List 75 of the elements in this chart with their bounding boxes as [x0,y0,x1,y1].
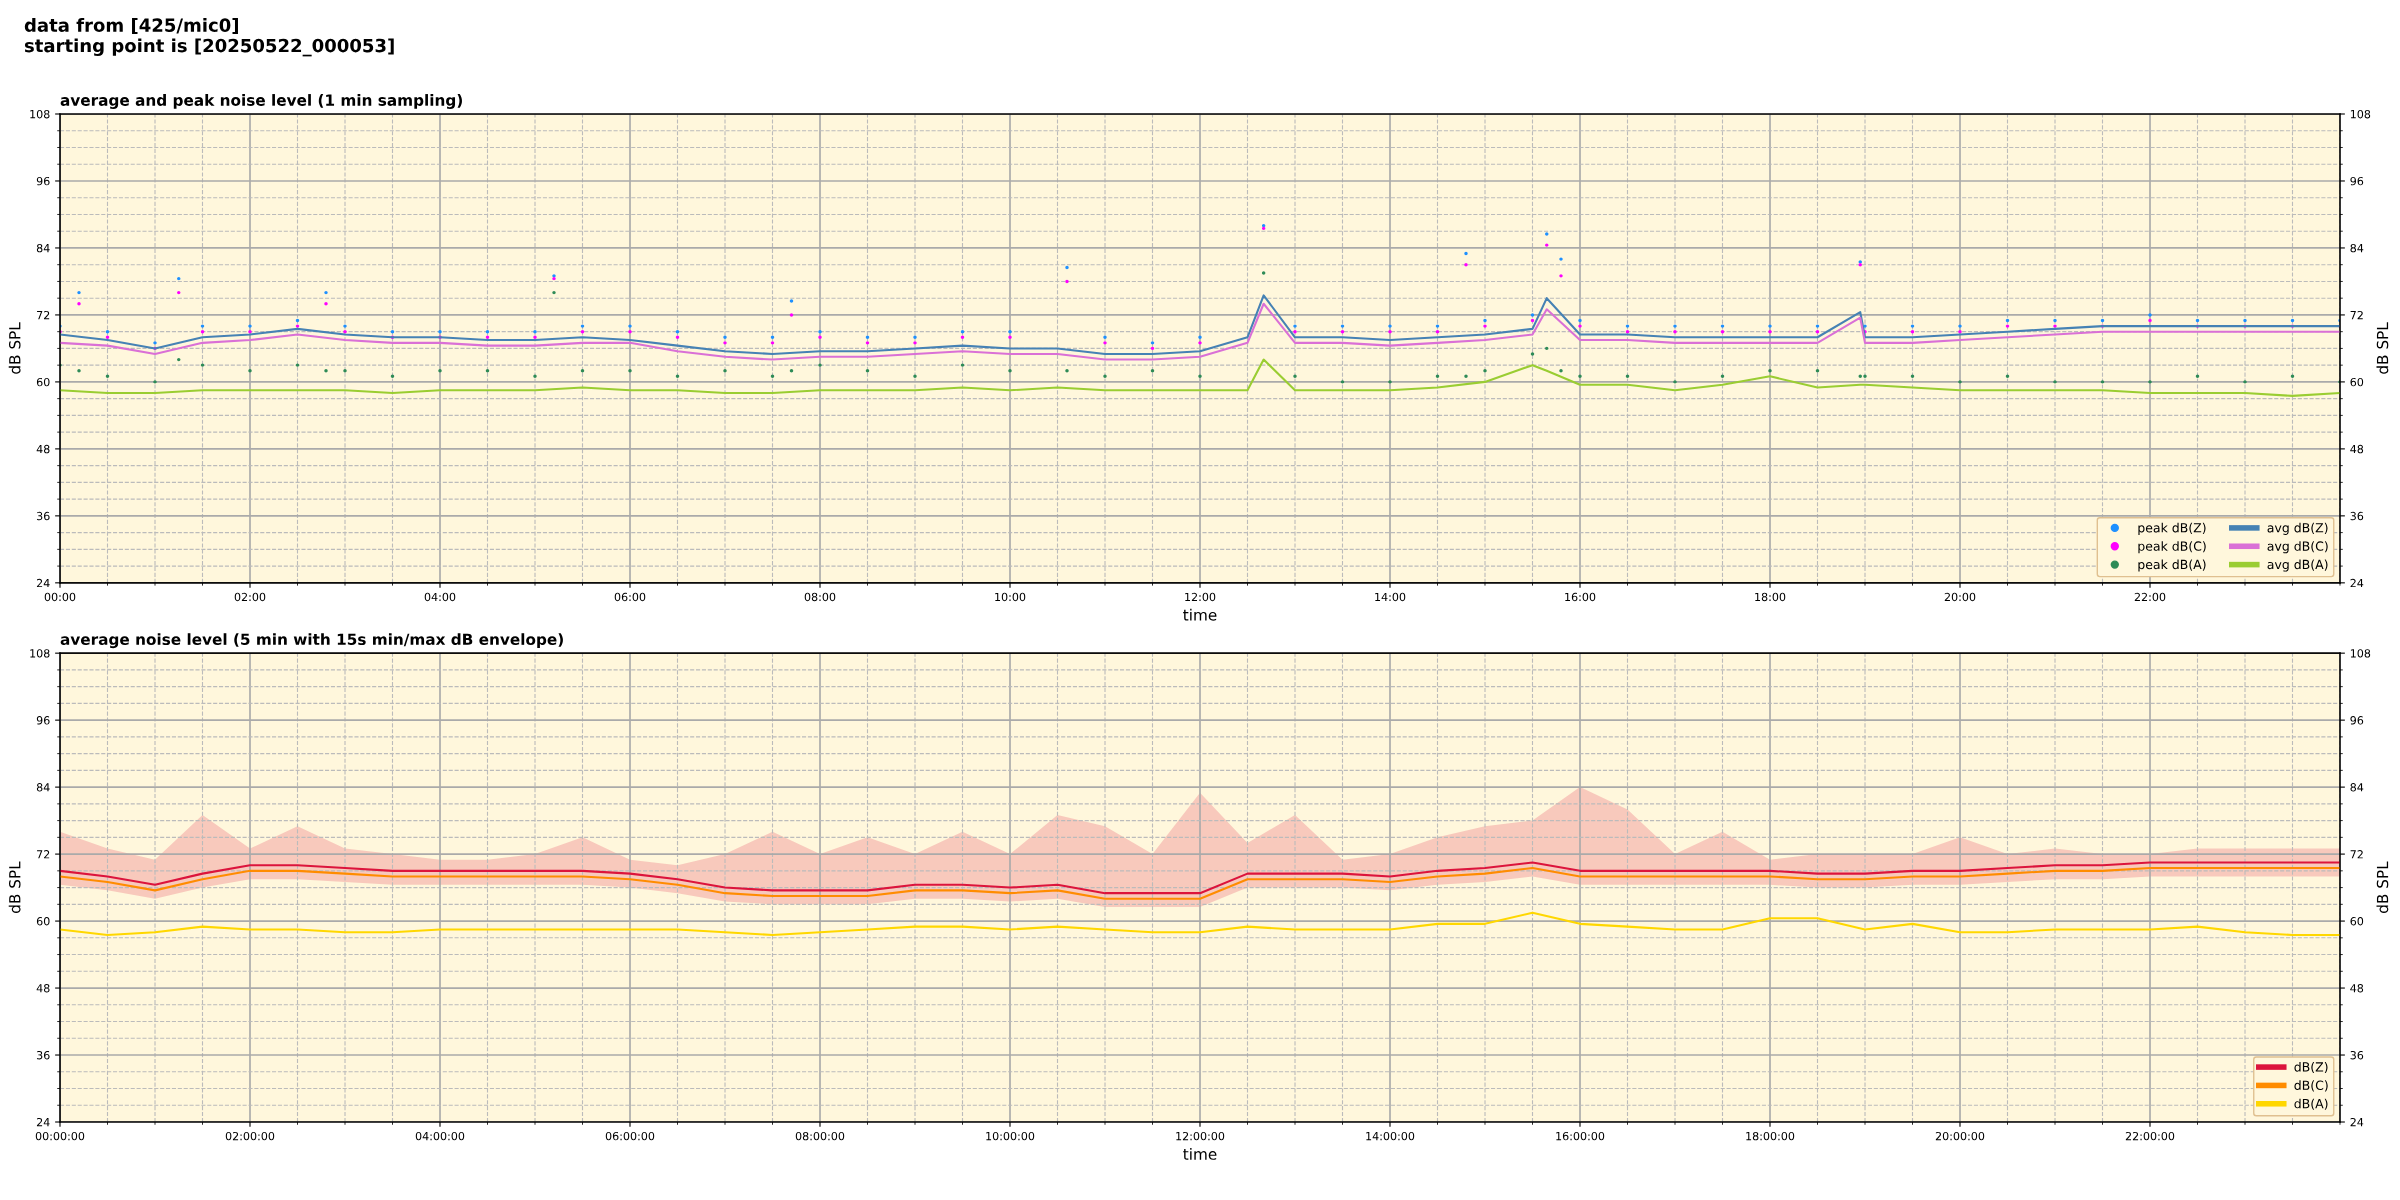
y2-tick-label: 48 [2350,984,2364,993]
y2-tick-label: 72 [2350,850,2363,859]
x-axis-title: time [1183,1148,1217,1160]
y-tick-label: 36 [36,511,50,521]
y-tick-label: 60 [36,917,50,926]
x-tick-label: 22:00 [2134,592,2166,602]
legend-label: peak dB(A) [2138,559,2206,572]
y-tick-label: 24 [36,1117,50,1127]
y-axis-title: dB SPL [8,861,21,913]
y2-tick-label: 96 [2350,176,2364,186]
x-tick-label: 06:00:00 [605,1131,655,1141]
x-tick-label: 22:00:00 [2125,1131,2175,1141]
x-tick-label: 16:00:00 [1556,1131,1605,1141]
x-tick-label: 12:00:00 [1176,1131,1225,1141]
x-tick-label: 02:00 [234,592,266,602]
y-tick-label: 96 [36,176,50,186]
y-tick-label: 48 [36,444,50,454]
y2-tick-label: 60 [2350,917,2364,926]
chart-title: average noise level (5 min with 15s min/max dB envelope) [60,633,563,649]
x-tick-label: 00:00:00 [35,1131,85,1141]
x-tick-label: 06:00 [614,592,646,602]
y-axis-title: dB SPL [8,322,21,374]
x-tick-label: 20:00:00 [1935,1131,1985,1141]
y2-tick-label: 24 [2350,1117,2364,1127]
y2-axis-title: dB SPL [2376,322,2389,374]
x-tick-label: 10:00 [995,592,1026,602]
legend-label: dB(A) [2294,1098,2328,1110]
y-tick-label: 72 [37,850,50,859]
y2-tick-label: 60 [2350,377,2364,387]
y-tick-label: 36 [36,1051,50,1060]
x-tick-label: 04:00 [424,592,456,602]
x-tick-label: 14:00:00 [1366,1131,1415,1141]
x-tick-label: 08:00 [804,592,836,602]
y2-tick-label: 84 [2350,243,2364,253]
y-tick-label: 48 [36,984,50,993]
y-tick-label: 108 [30,109,50,119]
text: data from [425/mic0] [24,18,238,35]
x-tick-label: 14:00 [1375,592,1406,602]
y2-tick-label: 36 [2350,511,2364,521]
x-tick-label: 00:00 [44,592,76,602]
y2-tick-label: 72 [2350,310,2363,320]
legend-label: avg dB(Z) [2267,522,2328,535]
y2-tick-label: 36 [2350,1051,2364,1060]
y2-tick-label: 84 [2350,783,2364,792]
x-tick-label: 18:00:00 [1746,1131,1795,1141]
legend-label: peak dB(C) [2138,541,2206,554]
y-tick-label: 72 [37,310,50,320]
y-tick-label: 96 [36,716,50,725]
y-tick-label: 24 [36,578,50,588]
x-axis-title: time [1183,608,1217,621]
x-tick-label: 18:00 [1755,592,1786,602]
y2-tick-label: 24 [2350,578,2364,588]
y2-tick-label: 108 [2350,649,2371,658]
x-tick-label: 20:00 [1944,592,1976,602]
y2-axis-title: dB SPL [2376,861,2389,913]
y-tick-label: 60 [36,377,50,387]
x-tick-label: 12:00 [1185,592,1216,602]
x-tick-label: 02:00:00 [225,1131,275,1141]
legend-label: dB(C) [2294,1080,2328,1092]
y-tick-label: 84 [36,783,50,792]
legend-label: avg dB(A) [2267,559,2328,572]
legend-label: dB(Z) [2294,1061,2328,1074]
text: starting point is [20250522_000053] [24,38,394,57]
y-tick-label: 108 [30,649,50,658]
chart-title: average and peak noise level (1 min sampling) [60,94,462,109]
x-tick-label: 04:00:00 [415,1131,465,1141]
legend-label: peak dB(Z) [2138,522,2206,535]
y2-tick-label: 48 [2350,444,2364,454]
legend-label: avg dB(C) [2267,541,2328,554]
x-tick-label: 10:00:00 [986,1131,1035,1141]
x-tick-label: 08:00:00 [795,1131,845,1141]
y2-tick-label: 96 [2350,716,2364,725]
y2-tick-label: 108 [2350,109,2371,119]
y-tick-label: 84 [36,243,50,253]
x-tick-label: 16:00 [1565,592,1596,602]
